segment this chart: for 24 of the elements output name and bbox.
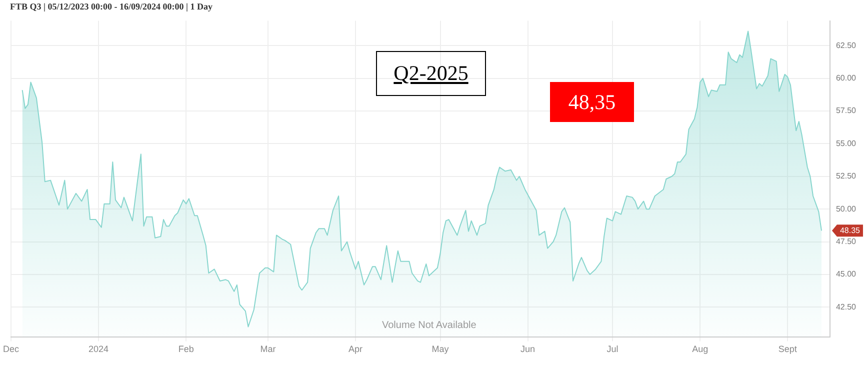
x-tick-label: 2024 <box>88 344 109 354</box>
y-tick-label: 57.50 <box>836 106 857 116</box>
x-tick-label: Aug <box>692 344 708 354</box>
annotation: 48,35 <box>550 82 634 122</box>
x-tick-label: Sept <box>778 344 798 354</box>
x-tick-label: Apr <box>348 344 363 354</box>
y-tick-label: 60.00 <box>836 74 857 83</box>
annotation: Q2-2025 <box>376 51 486 96</box>
y-tick-label: 55.00 <box>836 138 857 148</box>
text: 48.35 <box>840 226 861 235</box>
x-tick-label: Dec <box>2 344 20 354</box>
y-tick-label: 47.50 <box>836 236 857 246</box>
chart-title: FTB Q3 | 05/12/2023 00:00 - 16/09/2024 00:00 | 1 Day <box>10 2 213 12</box>
y-tick-label: 42.50 <box>836 302 857 312</box>
y-tick-label: 62.50 <box>836 40 857 50</box>
x-tick-label: May <box>432 344 450 354</box>
y-tick-label: 45.00 <box>836 270 857 279</box>
x-tick-label: Mar <box>260 344 276 354</box>
x-tick-label: Feb <box>178 344 194 354</box>
x-tick-label: Jul <box>606 344 618 354</box>
x-tick-label: Jun <box>520 344 536 354</box>
y-tick-label: 52.50 <box>836 172 857 181</box>
y-tick-label: 50.00 <box>836 204 857 214</box>
annotation: Volume Not Available <box>382 320 476 331</box>
